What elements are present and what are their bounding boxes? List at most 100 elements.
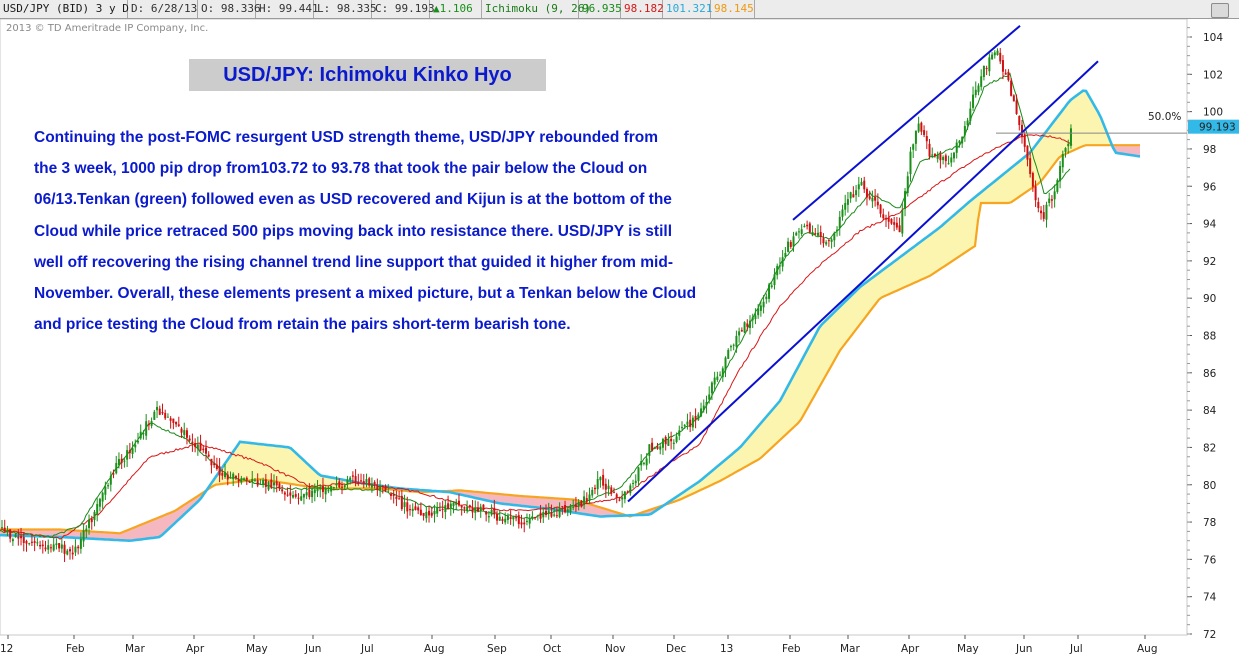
candle [343,483,346,490]
cloud-segment [296,453,298,486]
candle [890,218,893,225]
cloud-segment [274,445,276,482]
candle [300,489,303,502]
cloud-segment [1040,136,1042,183]
candle [411,503,414,517]
cloud-segment [124,530,126,541]
candle [36,538,39,547]
cloud-segment [826,318,828,376]
candle [811,225,814,237]
cloud-segment [242,442,244,482]
cloud-segment [966,202,968,252]
cloud-segment [914,245,916,283]
x-tick-label: Jul [360,643,374,655]
candle [313,483,316,502]
candle [678,425,681,441]
candle [251,470,254,488]
cloud-segment [520,495,522,506]
cloud-segment [586,503,588,515]
candle [681,421,683,430]
candle [207,451,210,458]
cloud-segment [298,454,300,486]
candle [147,420,150,431]
cloud-segment [746,438,748,467]
indicator-label[interactable]: Ichimoku (9, 26) [482,0,591,18]
cloud-segment [910,248,912,285]
candle [126,445,129,467]
cloud-segment [708,472,710,487]
candle [134,439,137,453]
candle [1064,147,1067,158]
cloud-segment [960,208,962,256]
cloud-segment [514,495,516,506]
cloud-segment [864,282,866,320]
candle [338,478,341,489]
analysis-line: 06/13.Tenkan (green) followed even as US… [34,191,672,209]
cloud-segment [1132,145,1134,156]
x-tick-label: Feb [782,643,801,655]
cloud-segment [718,464,720,482]
cloud-segment [944,222,946,267]
candle [487,510,490,523]
candle [729,344,732,352]
candle [142,430,145,440]
candle [278,482,281,491]
candle [414,502,417,511]
cloud-segment [968,201,970,251]
cloud-segment [588,503,590,515]
cloud-segment [164,514,166,534]
cloud-segment [42,529,44,537]
y-tick-label: 86 [1203,368,1217,380]
candle [738,327,741,343]
candle [593,484,596,495]
x-tick-label: Aug [424,643,445,655]
candle [939,150,942,169]
cloud-segment [1076,94,1078,150]
candle [1059,161,1062,189]
cloud-segment [998,176,1000,204]
candle [196,436,199,456]
cloud-segment [160,516,162,537]
cloud-segment [858,286,860,327]
candle [183,422,186,439]
candle [428,505,431,523]
cloud-segment [714,467,716,484]
cloud-segment [1094,104,1096,146]
candle [817,224,819,238]
cloud-segment [500,494,502,504]
candle [844,194,847,216]
cloud-segment [818,326,820,390]
candle [885,214,887,228]
candle [923,125,926,138]
price-chart[interactable]: 50.0% 99.193 72 74 76 78 80 82 84 86 88 90 92 94 96 98… [0,19,1239,657]
cloud-segment [492,493,494,503]
candle [776,263,779,280]
cloud-segment [1048,126,1050,173]
candle [370,477,373,493]
cloud-segment [928,234,930,277]
candle [153,409,156,420]
cloud-segment [734,450,736,474]
scroll-up-button[interactable] [1211,3,1229,18]
cloud-segment [502,494,504,504]
cloud-segment [712,469,714,485]
cloud-segment [1036,142,1038,186]
candle [20,527,23,546]
candle [849,191,852,203]
cloud-segment [988,185,990,204]
candle [596,471,599,496]
cloud-segment [146,521,148,539]
symbol-label[interactable]: USD/JPY (BID) 3 y D [0,0,129,18]
cloud-segment [980,191,982,204]
cloud-segment [768,412,770,452]
cloud-segment [916,243,918,283]
cloud-segment [526,496,528,507]
cloud-segment [792,374,794,429]
cloud-segment [1084,89,1086,146]
candle [267,480,270,492]
y-tick-label: 98 [1203,144,1216,156]
cloud-segment [996,178,998,204]
candle [1034,180,1037,207]
candle [463,506,466,513]
cloud-segment [940,225,942,270]
